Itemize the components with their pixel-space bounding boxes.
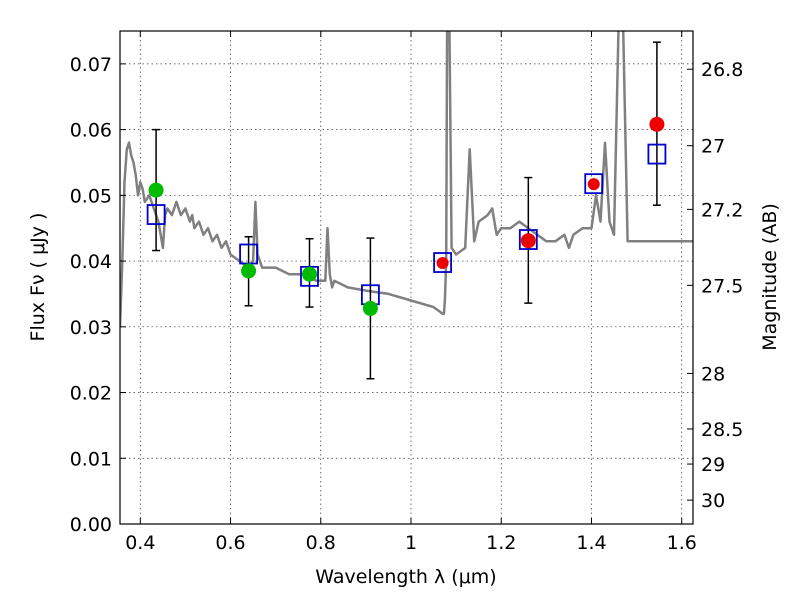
right-tick-label: 26.8 xyxy=(701,59,743,81)
nir-data-point xyxy=(436,257,449,270)
optical-data-point xyxy=(362,300,378,316)
x-tick-label: 1 xyxy=(405,532,417,554)
right-tick-label: 27.5 xyxy=(701,275,743,297)
right-tick-label: 30 xyxy=(701,490,725,512)
nir-data-point xyxy=(587,178,600,191)
right-tick-label: 28 xyxy=(701,363,725,385)
right-tick-label: 27.2 xyxy=(701,199,743,221)
y-tick-label: 0.03 xyxy=(70,317,112,339)
nir-data-point xyxy=(649,116,665,132)
nir-data-point xyxy=(520,233,536,249)
y-axis-label: Flux Fν ( μJy ) xyxy=(27,213,49,342)
grid-lines xyxy=(120,31,693,525)
x-tick-label: 1.6 xyxy=(667,532,697,554)
model-square xyxy=(146,204,166,225)
optical-data-point xyxy=(301,266,317,282)
model-square xyxy=(584,173,604,195)
optical-data-point xyxy=(241,263,257,279)
y-tick-label: 0.06 xyxy=(70,120,112,142)
x-tick-label: 1.2 xyxy=(486,532,516,554)
x-tick-label: 1.4 xyxy=(576,532,606,554)
x-tick-label: 0.4 xyxy=(125,532,155,554)
model-square xyxy=(433,252,452,273)
right-axis-label: Magnitude (AB) xyxy=(759,203,781,351)
model-square xyxy=(518,229,538,250)
x-tick-label: 0.6 xyxy=(215,532,245,554)
right-tick-label: 29 xyxy=(701,454,725,476)
y-tick-label: 0.05 xyxy=(70,185,112,207)
model-square xyxy=(647,143,667,165)
y-tick-label: 0.07 xyxy=(70,54,112,76)
x-tick-label: 0.8 xyxy=(306,532,336,554)
y-tick-label: 0.04 xyxy=(70,251,112,273)
y-tick-label: 0.02 xyxy=(70,383,112,405)
plot-frame xyxy=(119,30,694,525)
plot-area xyxy=(120,31,693,380)
optical-data-point xyxy=(148,182,164,198)
y-tick-label: 0.01 xyxy=(70,448,112,470)
right-tick-label: 27 xyxy=(701,136,725,158)
y-tick-label: 0.00 xyxy=(70,514,112,536)
right-tick-label: 28.5 xyxy=(701,419,743,441)
x-axis-label: Wavelength λ (μm) xyxy=(315,566,496,588)
axes: 0.4 0.6 0.8 1 1.2 1.4 1.6 0.00 0.01 0.02 0.03 0.04 0… xyxy=(70,31,743,554)
